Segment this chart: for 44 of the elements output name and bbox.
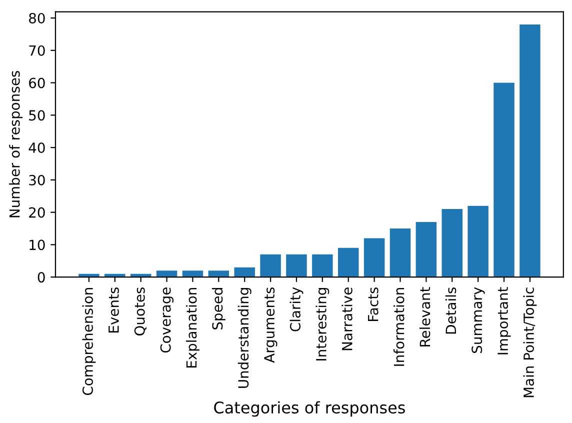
bar (494, 82, 514, 278)
bar (312, 254, 333, 278)
y-tick-label: 80 (29, 12, 45, 24)
x-tick-label: Coverage (160, 288, 174, 353)
bar (390, 228, 411, 278)
x-tick-label: Events (108, 287, 119, 332)
y-tick-label: 10 (30, 240, 45, 250)
x-tick-label: Summary (472, 287, 485, 353)
y-tick-label: 50 (29, 110, 45, 121)
x-tick-label: Explanation (186, 288, 200, 368)
bar (416, 222, 437, 278)
bar (286, 254, 307, 278)
x-tick-label: Information (394, 288, 404, 366)
bar (260, 254, 281, 278)
x-tick-label: Relevant (419, 287, 430, 346)
y-tick-label: 70 (29, 45, 45, 56)
bar (442, 209, 463, 278)
x-axis-title: Categories of responses (214, 401, 405, 417)
bar (182, 270, 204, 278)
x-tick-label: Comprehension (82, 288, 96, 396)
bar (156, 270, 178, 278)
y-tick-label: 30 (29, 174, 45, 186)
x-tick-label: Arguments (264, 287, 278, 363)
y-tick-label: 20 (29, 207, 45, 218)
x-tick-label: Main Point/Topic (523, 288, 537, 398)
bar (520, 24, 540, 278)
x-tick-label: Facts (368, 287, 378, 321)
x-tick-label: Narrative (342, 288, 352, 350)
x-tick-label: Important (498, 287, 511, 354)
x-tick-label: Details (445, 287, 456, 334)
x-tick-label: Understanding (238, 288, 252, 388)
bar (468, 206, 488, 278)
y-tick-label: 60 (29, 78, 45, 88)
y-tick-label: 40 (28, 142, 45, 154)
bar (234, 267, 255, 278)
x-tick-label: Quotes (134, 287, 146, 336)
y-axis-title: Number of responses (9, 70, 23, 218)
y-tick-label: 0 (38, 272, 45, 283)
bar (338, 248, 359, 278)
x-tick-label: Interesting (316, 288, 330, 360)
bar (208, 270, 230, 278)
bar (364, 238, 385, 278)
x-tick-label: Clarity (290, 287, 304, 332)
x-tick-label: Speed (212, 288, 226, 330)
